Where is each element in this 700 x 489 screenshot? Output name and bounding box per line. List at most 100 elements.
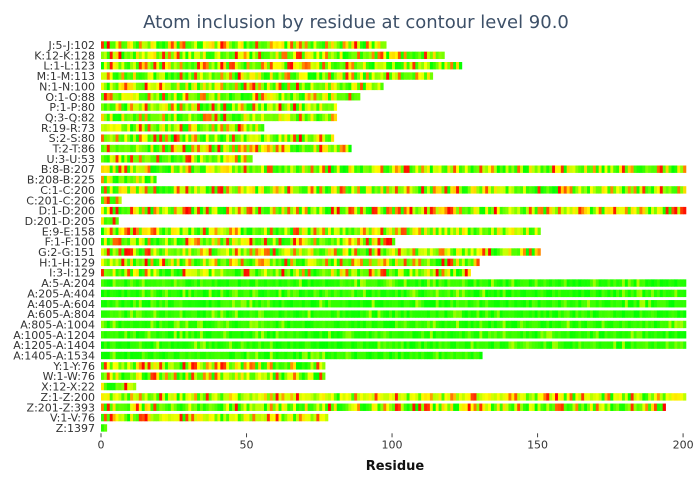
residue-cell — [255, 227, 259, 235]
residue-cell — [662, 331, 666, 339]
residue-cell — [339, 248, 343, 256]
residue-cell — [627, 186, 631, 194]
residue-cell — [418, 227, 422, 235]
residue-cell — [234, 258, 239, 267]
residue-cell — [581, 403, 585, 411]
residue-cell — [106, 155, 111, 163]
residue-cell — [301, 51, 306, 60]
residue-cell — [153, 341, 157, 349]
residue-cell — [188, 72, 192, 80]
residue-cell — [258, 413, 262, 422]
residue-cell — [272, 279, 276, 287]
residue-cell — [458, 279, 463, 287]
residue-cell — [124, 362, 128, 370]
residue-cell — [476, 403, 480, 411]
residue-cell — [435, 51, 439, 60]
residue-cell — [613, 331, 617, 339]
residue-cell — [130, 279, 134, 287]
residue-cell — [211, 258, 215, 267]
residue-cell — [249, 144, 253, 153]
residue-cell — [450, 258, 454, 267]
residue-cell — [508, 320, 512, 329]
residue-cell — [592, 300, 597, 308]
residue-cell — [103, 165, 108, 173]
residue-cell — [493, 403, 498, 411]
residue-cell — [336, 310, 340, 318]
residue-cell — [368, 186, 372, 194]
residue-cell — [217, 403, 221, 411]
residue-cell — [592, 393, 597, 401]
residue-cell — [298, 51, 303, 60]
residue-cell — [162, 186, 166, 194]
residue-cell — [432, 289, 436, 298]
residue-cell — [604, 300, 608, 308]
residue-cell — [325, 351, 329, 360]
residue-cell — [345, 51, 349, 60]
residue-cell — [549, 165, 553, 173]
residue-cell — [400, 403, 404, 411]
residue-cell — [383, 248, 387, 256]
residue-cell — [316, 227, 320, 235]
residue-cell — [653, 341, 658, 349]
residue-cell — [194, 124, 198, 132]
residue-cell — [150, 248, 154, 256]
residue-cell — [339, 186, 343, 194]
residue-cell — [278, 393, 282, 401]
residue-cell — [636, 341, 640, 349]
residue-cell — [106, 206, 111, 215]
residue-cell — [566, 331, 570, 339]
residue-cell — [424, 320, 428, 329]
residue-cell — [159, 206, 163, 215]
residue-cell — [645, 300, 649, 308]
residue-cell — [263, 237, 268, 246]
residue-cell — [231, 393, 236, 401]
residue-cell — [290, 393, 294, 401]
residue-cell — [124, 186, 128, 194]
residue-cell — [482, 248, 486, 256]
residue-cell — [383, 51, 387, 60]
residue-cell — [167, 310, 172, 318]
residue-cell — [368, 279, 372, 287]
residue-cell — [624, 320, 629, 329]
residue-cell — [630, 186, 634, 194]
residue-cell — [252, 165, 256, 173]
residue-cell — [101, 413, 105, 422]
residue-cell — [208, 279, 212, 287]
residue-cell — [543, 310, 547, 318]
residue-cell — [109, 186, 113, 194]
residue-cell — [394, 403, 399, 411]
residue-cell — [467, 227, 471, 235]
residue-cell — [511, 331, 515, 339]
residue-cell — [223, 93, 227, 101]
residue-cell — [188, 62, 192, 70]
residue-cell — [231, 331, 236, 339]
residue-cell — [112, 186, 116, 194]
row-label: M:1-M:113 — [37, 70, 95, 83]
residue-cell — [383, 310, 387, 318]
residue-cell — [447, 279, 451, 287]
residue-cell — [485, 279, 489, 287]
residue-cell — [298, 134, 303, 142]
residue-cell — [167, 300, 172, 308]
residue-cell — [185, 310, 189, 318]
residue-cell — [263, 186, 268, 194]
residue-cell — [345, 403, 349, 411]
residue-cell — [269, 331, 274, 339]
residue-cell — [290, 362, 294, 370]
residue-cell — [438, 51, 442, 60]
residue-cell — [342, 62, 346, 70]
residue-cell — [342, 186, 346, 194]
residue-cell — [127, 41, 131, 49]
residue-cell — [313, 372, 317, 380]
residue-cell — [237, 113, 241, 122]
residue-cell — [170, 331, 175, 339]
residue-cell — [345, 393, 349, 401]
residue-cell — [130, 41, 134, 49]
residue-cell — [467, 351, 471, 360]
residue-cell — [432, 403, 436, 411]
residue-cell — [374, 237, 378, 246]
residue-cell — [310, 320, 314, 329]
residue-cell — [473, 403, 477, 411]
residue-cell — [342, 93, 346, 101]
residue-cell — [103, 72, 108, 80]
